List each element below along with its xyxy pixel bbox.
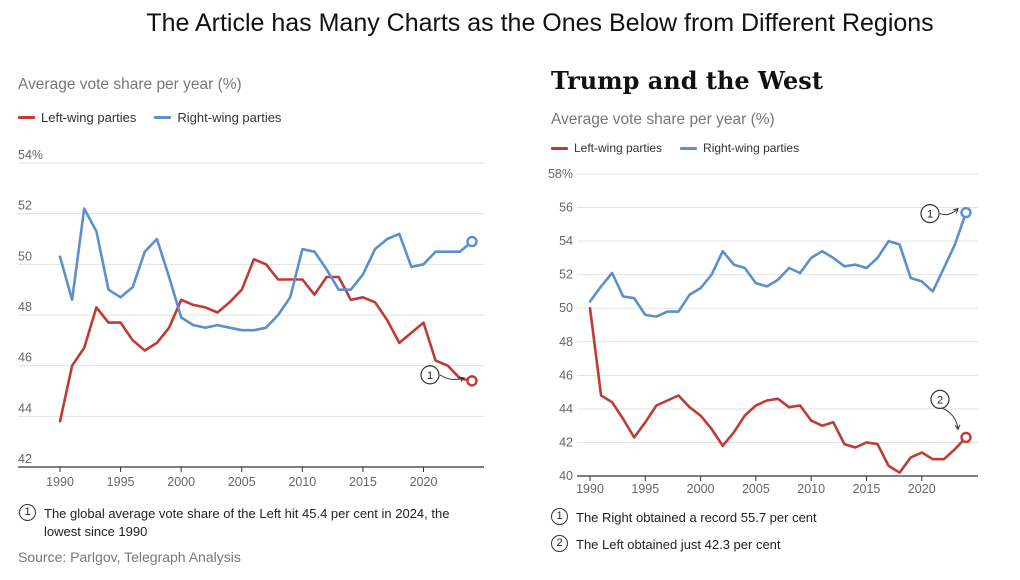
legend-item-left-wing: Left-wing parties (551, 141, 662, 155)
y-tick-label: 50 (559, 301, 573, 315)
y-tick-label: 48 (18, 300, 32, 314)
annotation-label: 2 (937, 394, 943, 406)
x-tick-label: 2010 (288, 475, 316, 489)
y-tick-label: 44 (559, 402, 573, 416)
y-tick-label: 46 (559, 368, 573, 382)
y-tick-label: 50 (18, 249, 32, 263)
annotation-arrow (439, 374, 465, 381)
y-tick-label: 54% (18, 148, 43, 162)
x-tick-label: 2020 (908, 482, 936, 496)
y-tick-label: 52 (18, 199, 32, 213)
note-text-2: The Left obtained just 42.3 per cent (576, 537, 781, 552)
annotation-badge (920, 203, 940, 224)
annotation-badge (420, 365, 440, 385)
annotation-label: 1 (927, 209, 933, 221)
legend-item-right-wing: Right-wing parties (154, 110, 281, 125)
y-tick-label: 42 (559, 435, 573, 449)
series-line-right-wing (588, 211, 968, 318)
annotation-arrow (942, 407, 959, 430)
legend-swatch-right (154, 116, 172, 119)
y-tick-label: 42 (18, 452, 32, 466)
x-tick-label: 2000 (687, 482, 715, 496)
note-text-1: The global average vote share of the Lef… (44, 506, 450, 539)
legend-item-right-wing: Right-wing parties (680, 141, 799, 155)
series-line-left-wing (58, 257, 474, 423)
footnote-1: 1 The global average vote share of the L… (19, 504, 479, 540)
annotation-1: 1 (920, 203, 959, 224)
page-title: The Article has Many Charts as the Ones … (146, 9, 934, 37)
x-tick-label: 2020 (410, 475, 438, 489)
annotation-arrowhead (954, 424, 961, 431)
x-tick-label: 2010 (797, 482, 825, 496)
note-text-1: The Right obtained a record 55.7 per cen… (576, 510, 817, 525)
x-tick-label: 2005 (742, 482, 770, 496)
annotation-arrowhead (458, 376, 465, 382)
series-line-right-wing (58, 207, 474, 332)
footnote-2: 2 The Left obtained just 42.3 per cent (551, 535, 991, 554)
x-tick-label: 1990 (46, 475, 74, 489)
annotation-label: 1 (427, 370, 433, 382)
y-tick-label: 48 (559, 335, 573, 349)
chart-subtitle: Average vote share per year (%) (18, 76, 242, 93)
y-tick-label: 40 (559, 469, 573, 483)
global-chart-panel: Average vote share per year (%) Left-win… (0, 0, 500, 580)
legend-swatch-left (18, 116, 35, 119)
legend-swatch-right (680, 146, 698, 150)
note-badge-1: 1 (19, 504, 36, 521)
west-chart-panel: Trump and the West Average vote share pe… (530, 0, 1020, 580)
x-tick-label: 1995 (631, 482, 659, 496)
legend-label-right: Right-wing parties (703, 141, 800, 155)
annotation-2: 2 (930, 389, 961, 431)
annotation-badge (930, 389, 950, 410)
series-end-marker (960, 431, 972, 444)
x-tick-label: 2015 (853, 482, 881, 496)
annotation-arrow (939, 208, 959, 216)
y-tick-label: 54 (559, 234, 573, 248)
chart-title: Trump and the West (551, 66, 823, 95)
annotation-arrowhead (953, 207, 959, 214)
global-vote-share-chart: 42 44 46 48 50 52 54% 1990 1995 2000 2005 2010 2015 2… (18, 148, 484, 489)
chart-subtitle: Average vote share per year (%) (551, 111, 775, 128)
y-tick-label: 52 (559, 268, 573, 282)
series-end-marker (960, 206, 972, 219)
annotation-1: 1 (420, 365, 465, 385)
note-badge-2: 2 (551, 535, 568, 552)
x-tick-label: 1995 (107, 475, 135, 489)
legend-item-left-wing: Left-wing parties (18, 110, 136, 125)
y-tick-label: 46 (18, 351, 32, 365)
series-end-marker (466, 235, 478, 248)
x-tick-label: 2000 (167, 475, 195, 489)
chart-legend: Left-wing parties Right-wing parties (18, 110, 299, 125)
x-tick-label: 2015 (349, 475, 377, 489)
y-tick-label: 44 (18, 401, 32, 415)
legend-swatch-left (551, 146, 568, 150)
footnote-1: 1 The Right obtained a record 55.7 per c… (551, 508, 991, 527)
y-tick-label: 56 (559, 201, 573, 215)
legend-label-right: Right-wing parties (177, 110, 282, 125)
x-tick-label: 2005 (228, 475, 256, 489)
note-badge-1: 1 (551, 508, 568, 525)
chart-legend: Left-wing parties Right-wing parties (551, 141, 817, 155)
west-vote-share-chart: 40 42 44 46 48 50 52 54 56 58% 1990 1995 2000 2005 201… (548, 167, 978, 496)
legend-label-left: Left-wing parties (574, 141, 663, 155)
series-line-left-wing (588, 306, 968, 474)
source-note: Source: Parlgov, Telegraph Analysis (18, 549, 241, 565)
x-tick-label: 1990 (576, 482, 604, 496)
series-end-marker (466, 375, 478, 387)
y-tick-label: 58% (548, 167, 573, 181)
legend-label-left: Left-wing parties (41, 110, 137, 125)
